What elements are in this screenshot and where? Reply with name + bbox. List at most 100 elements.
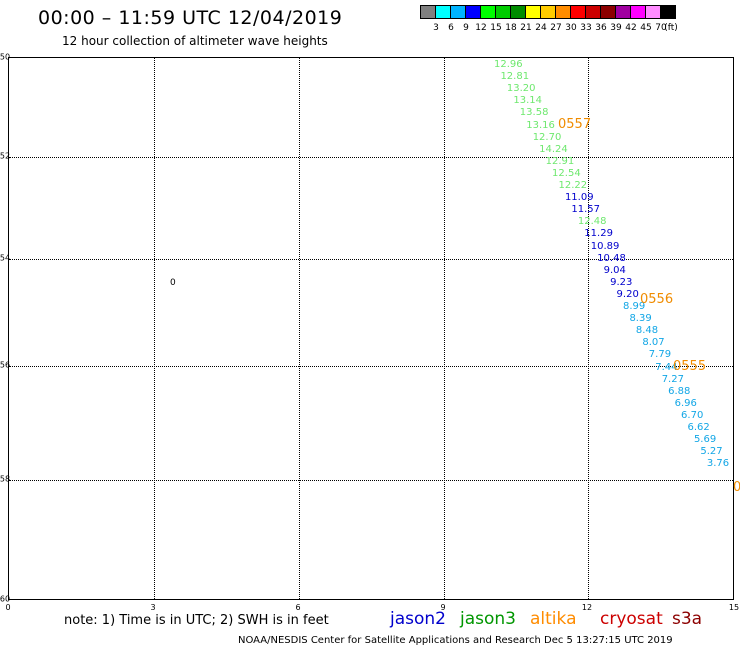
wave-height-value: 12.54 xyxy=(552,167,581,179)
wave-height-value: 12.22 xyxy=(558,180,588,191)
legend-swatch xyxy=(630,5,646,19)
legend-swatch xyxy=(600,5,616,19)
pass-time-label: 0 xyxy=(733,480,740,495)
wave-height-value: 13.58 xyxy=(519,107,549,119)
latitude-label: -54 xyxy=(0,253,11,263)
longitude-label: 6 xyxy=(295,603,301,612)
wave-height-value: 8.99 xyxy=(623,301,646,312)
legend-swatch xyxy=(615,5,631,19)
latitude-label: -56 xyxy=(0,360,11,370)
legend-swatch xyxy=(555,5,571,19)
wave-height-value: 7.27 xyxy=(661,373,684,385)
latitude-label: -52 xyxy=(0,151,11,161)
legend-swatch xyxy=(435,5,451,19)
wave-height-value: 12.48 xyxy=(577,216,607,228)
legend-label: 27 xyxy=(550,23,562,33)
longitude-gridline xyxy=(154,58,155,599)
wave-height-value: 9.23 xyxy=(610,276,633,288)
legend-label: 15 xyxy=(490,23,502,33)
legend-label: 12 xyxy=(475,23,487,33)
longitude-label: 15 xyxy=(728,603,740,612)
longitude-label: 3 xyxy=(150,603,156,612)
pass-time-label: 0557 xyxy=(558,117,592,132)
wave-height-value: 6.70 xyxy=(681,409,704,421)
island-marker: 0 xyxy=(170,278,176,288)
legend-label: 3 xyxy=(433,23,439,33)
wave-height-value: 8.48 xyxy=(635,325,659,337)
legend-swatch xyxy=(660,5,676,19)
legend-label: 45 xyxy=(640,23,652,33)
wave-height-value: 11.29 xyxy=(584,228,613,240)
wave-height-value: 5.69 xyxy=(693,434,717,446)
legend-swatch xyxy=(540,5,556,19)
credit-line: NOAA/NESDIS Center for Satellite Applica… xyxy=(238,635,673,646)
satellite-legend-item: cryosat xyxy=(600,609,663,629)
legend-label: 30 xyxy=(565,23,577,33)
legend-swatch xyxy=(525,5,541,19)
wave-height-value: 5.27 xyxy=(700,446,723,458)
wave-height-value: 7.79 xyxy=(648,349,672,361)
satellite-legend-item: altika xyxy=(530,609,577,629)
pass-time-label: 0555 xyxy=(673,359,707,374)
wave-height-value: 8.07 xyxy=(642,337,665,349)
legend-swatch xyxy=(585,5,601,19)
legend-label: 70 xyxy=(655,23,667,33)
legend-label: 42 xyxy=(625,23,637,33)
satellite-legend-item: jason3 xyxy=(460,609,516,629)
legend-label: 18 xyxy=(505,23,517,33)
latitude-label: -60 xyxy=(0,594,11,604)
wave-height-value: 12.96 xyxy=(494,59,523,70)
wave-height-value: 11.57 xyxy=(571,204,601,216)
longitude-label: 9 xyxy=(440,603,446,612)
legend-label: (ft) xyxy=(664,23,678,33)
legend-label: 24 xyxy=(535,23,547,33)
wave-height-value: 6.88 xyxy=(668,385,691,397)
wave-height-value: 8.39 xyxy=(629,313,652,325)
color-scale-legend xyxy=(420,5,676,19)
legend-swatch xyxy=(450,5,466,19)
legend-swatch xyxy=(495,5,511,19)
latitude-label: -50 xyxy=(0,52,11,62)
legend-swatch xyxy=(420,5,436,19)
map-subtitle: 12 hour collection of altimeter wave hei… xyxy=(62,34,328,48)
wave-height-value: 13.20 xyxy=(506,83,536,95)
legend-label: 6 xyxy=(448,23,454,33)
map-title: 00:00 – 11:59 UTC 12/04/2019 xyxy=(38,7,343,29)
legend-label: 39 xyxy=(610,23,622,33)
wave-height-value: 11.09 xyxy=(564,192,594,204)
satellite-legend-item: jason2 xyxy=(390,609,446,629)
legend-label: 33 xyxy=(580,23,592,33)
legend-label: 21 xyxy=(520,23,532,33)
legend-swatch xyxy=(570,5,586,19)
wave-height-value: 6.62 xyxy=(687,422,710,433)
legend-swatch xyxy=(510,5,526,19)
pass-time-label: 0556 xyxy=(640,292,674,307)
latitude-label: -58 xyxy=(0,474,11,484)
wave-height-value: 14.24 xyxy=(539,143,568,155)
legend-label: 9 xyxy=(463,23,469,33)
longitude-gridline xyxy=(299,58,300,599)
wave-height-value: 9.04 xyxy=(603,264,626,276)
wave-height-value: 13.14 xyxy=(513,95,542,107)
longitude-gridline xyxy=(588,58,589,599)
latitude-gridline xyxy=(9,157,733,158)
legend-swatch xyxy=(465,5,481,19)
wave-height-value: 12.81 xyxy=(500,71,530,83)
longitude-label: 0 xyxy=(5,603,11,612)
wave-height-value: 10.89 xyxy=(590,240,620,252)
longitude-label: 12 xyxy=(581,603,593,612)
wave-height-value: 3.76 xyxy=(706,458,730,470)
wave-height-value: 12.91 xyxy=(545,155,575,167)
latitude-gridline xyxy=(9,259,733,260)
latitude-gridline xyxy=(9,480,733,481)
map-plot-area xyxy=(8,57,734,600)
wave-height-value: 7.44 xyxy=(655,361,678,373)
footer-note: note: 1) Time is in UTC; 2) SWH is in fe… xyxy=(64,613,329,628)
legend-swatch xyxy=(645,5,661,19)
wave-height-value: 9.20 xyxy=(616,288,639,300)
wave-height-value: 12.70 xyxy=(532,131,562,143)
longitude-gridline xyxy=(444,58,445,599)
legend-label: 36 xyxy=(595,23,607,33)
satellite-legend-item: s3a xyxy=(672,609,703,629)
wave-height-value: 6.96 xyxy=(674,397,697,409)
